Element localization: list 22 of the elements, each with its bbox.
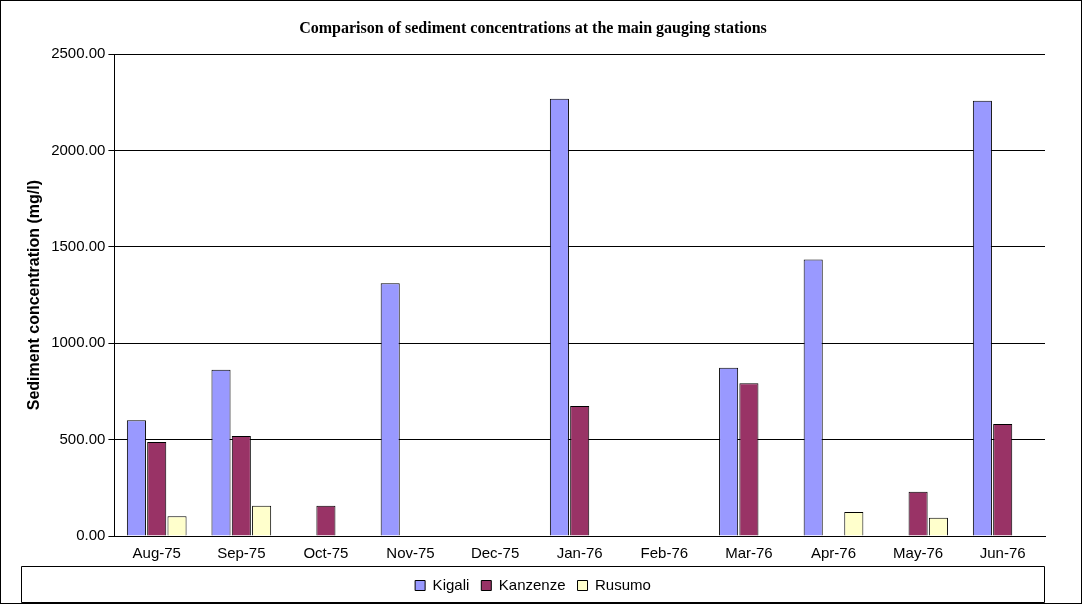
y-tick-label: 500.00 — [59, 429, 106, 447]
x-tick-label: Dec-75 — [470, 544, 520, 562]
x-tick-label: Apr-76 — [810, 544, 857, 562]
y-tick-label: 2500.00 — [51, 44, 106, 62]
x-tick-label: Jan-76 — [556, 544, 603, 562]
x-tick-label: Oct-75 — [303, 544, 349, 562]
x-tick-label: May-76 — [893, 544, 944, 562]
legend-label: Kigali — [432, 575, 470, 593]
legend-label: Rusumo — [595, 575, 651, 593]
y-tick-label: 0.00 — [76, 526, 106, 544]
x-tick-label: Feb-76 — [640, 544, 689, 562]
x-tick-label: Mar-76 — [725, 544, 773, 562]
x-tick-label: Aug-75 — [132, 544, 181, 562]
legend-label: Kanzenze — [498, 575, 566, 593]
x-tick-label: Sep-75 — [217, 544, 266, 562]
y-tick-label: 2000.00 — [51, 140, 106, 158]
x-tick-label: Jun-76 — [979, 544, 1026, 562]
y-tick-label: 1500.00 — [51, 237, 106, 255]
x-tick-label: Nov-75 — [386, 544, 435, 562]
chart-title: Comparison of sediment concentrations at the main gauging stations — [299, 18, 767, 37]
y-tick-label: 1000.00 — [51, 333, 106, 351]
y-axis-title: Sediment concentration (mg/l) — [25, 179, 43, 411]
